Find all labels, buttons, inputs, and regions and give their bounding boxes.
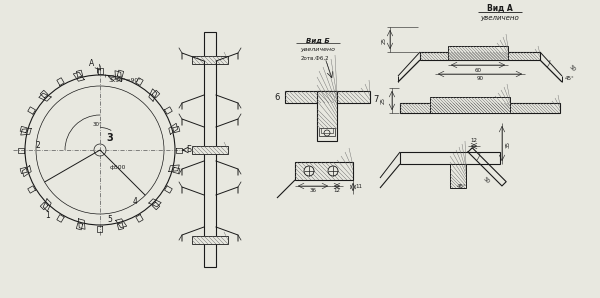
Text: 50: 50 <box>568 64 576 72</box>
Text: 30°: 30° <box>92 122 102 128</box>
Bar <box>321 128 333 133</box>
Bar <box>319 128 335 136</box>
Bar <box>285 91 370 103</box>
Text: 60: 60 <box>475 68 482 72</box>
Bar <box>448 46 508 60</box>
Text: увеличено: увеличено <box>481 15 520 21</box>
Text: 4: 4 <box>133 198 137 207</box>
Text: 45°: 45° <box>457 184 467 189</box>
Text: 25: 25 <box>382 36 386 44</box>
Text: 25: 25 <box>380 97 386 105</box>
Bar <box>192 56 228 64</box>
Text: ф500: ф500 <box>110 165 126 170</box>
Text: 45°: 45° <box>565 75 575 80</box>
Text: 11: 11 <box>355 184 362 190</box>
Bar <box>420 52 540 60</box>
Text: Вид Б: Вид Б <box>306 37 330 43</box>
Text: увеличено: увеличено <box>301 47 335 52</box>
Text: 6: 6 <box>274 92 280 102</box>
Text: 12: 12 <box>334 189 341 193</box>
Text: 2: 2 <box>35 140 40 150</box>
Text: 3х30°=90°: 3х30°=90° <box>109 77 142 83</box>
Bar <box>450 164 466 188</box>
Circle shape <box>304 166 314 176</box>
Text: 7: 7 <box>373 95 379 105</box>
Text: 1: 1 <box>46 210 50 220</box>
Bar <box>192 146 228 154</box>
Bar <box>295 162 353 180</box>
Text: Б: Б <box>187 145 191 154</box>
Bar <box>317 91 337 141</box>
Text: А: А <box>89 60 95 69</box>
Text: 12: 12 <box>470 139 478 144</box>
Circle shape <box>328 166 338 176</box>
Text: 35: 35 <box>505 140 511 148</box>
Text: 2отв.Ф6,2: 2отв.Ф6,2 <box>301 55 329 60</box>
Bar <box>400 103 560 113</box>
Bar <box>400 152 500 164</box>
Text: 90: 90 <box>476 77 484 81</box>
Text: 5: 5 <box>107 215 112 224</box>
Bar <box>430 97 510 113</box>
Text: 50: 50 <box>482 176 490 184</box>
Text: Вид А: Вид А <box>487 4 513 13</box>
Text: 3: 3 <box>107 133 113 143</box>
Bar <box>204 32 216 267</box>
Text: 36: 36 <box>310 189 317 193</box>
Bar <box>192 236 228 244</box>
